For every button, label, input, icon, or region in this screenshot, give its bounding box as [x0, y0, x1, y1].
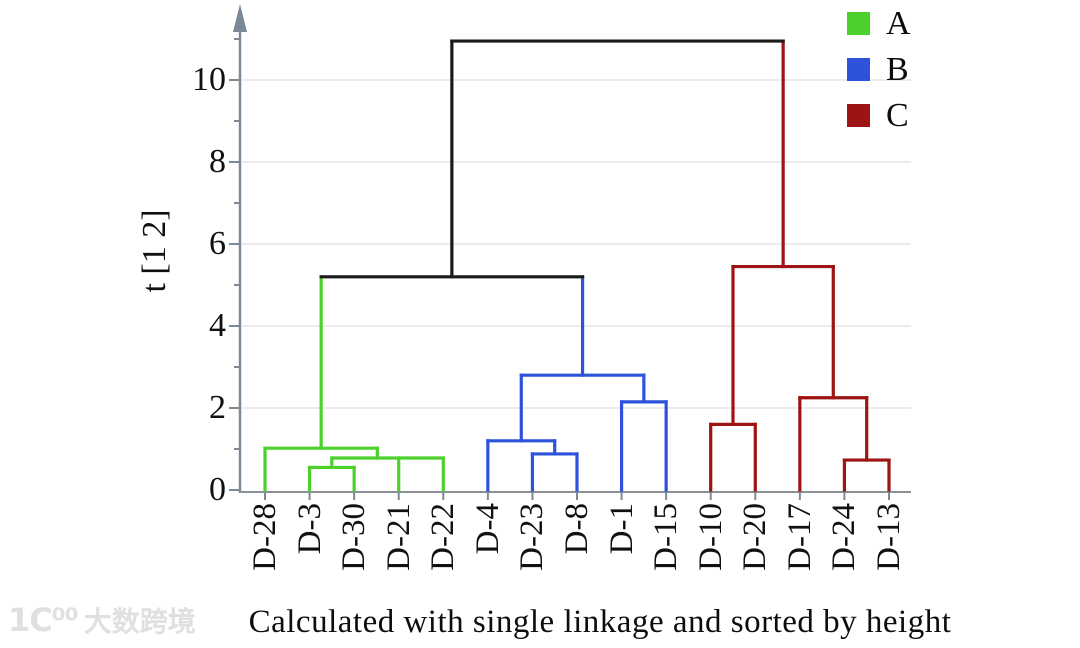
- x-axis-leaf-label: D-8: [558, 503, 595, 555]
- y-tick-label: 8: [209, 143, 226, 180]
- x-axis-leaf-label: D-22: [425, 503, 462, 571]
- y-axis-arrow-icon: [233, 4, 247, 32]
- x-axis-leaf-label: D-10: [692, 503, 729, 571]
- legend-swatch-icon: [847, 58, 870, 81]
- x-axis-leaf-label: D-4: [469, 503, 506, 555]
- watermark-text: 大数跨境: [83, 605, 196, 638]
- x-axis-leaf-label: D-28: [247, 503, 283, 571]
- y-tick-label: 0: [209, 471, 226, 508]
- x-axis-leaf-label: D-21: [380, 503, 417, 571]
- legend-item: C: [847, 96, 911, 134]
- x-axis-leaf-label: D-17: [781, 503, 818, 571]
- legend-item: B: [847, 50, 911, 88]
- legend-label: A: [886, 4, 911, 42]
- y-tick-label: 2: [209, 389, 226, 426]
- x-axis-leaf-label: D-24: [826, 503, 863, 571]
- y-tick-label: 10: [192, 61, 226, 98]
- x-axis-leaf-label: D-15: [648, 503, 685, 571]
- watermark: 1Ϲ⁰⁰ 大数跨境: [8, 600, 196, 640]
- x-axis-leaf-label: D-30: [336, 503, 373, 571]
- x-axis-leaf-label: D-20: [737, 503, 774, 571]
- y-tick-label: 4: [209, 307, 226, 344]
- legend-swatch-icon: [847, 104, 870, 127]
- watermark-logo-icon: 1Ϲ⁰⁰: [8, 601, 79, 639]
- x-axis-leaf-label: D-23: [514, 503, 551, 571]
- legend-label: B: [886, 50, 909, 88]
- legend-swatch-icon: [847, 12, 870, 35]
- x-axis-leaf-label: D-1: [603, 503, 640, 555]
- x-axis-leaf-label: D-3: [291, 503, 328, 555]
- y-tick-label: 6: [209, 225, 226, 262]
- y-axis-title: t [1 2]: [136, 209, 173, 293]
- legend-item: A: [847, 4, 911, 42]
- legend-label: C: [886, 96, 909, 134]
- caption: Calculated with single linkage and sorte…: [248, 604, 952, 640]
- x-axis-leaf-label: D-13: [870, 503, 907, 571]
